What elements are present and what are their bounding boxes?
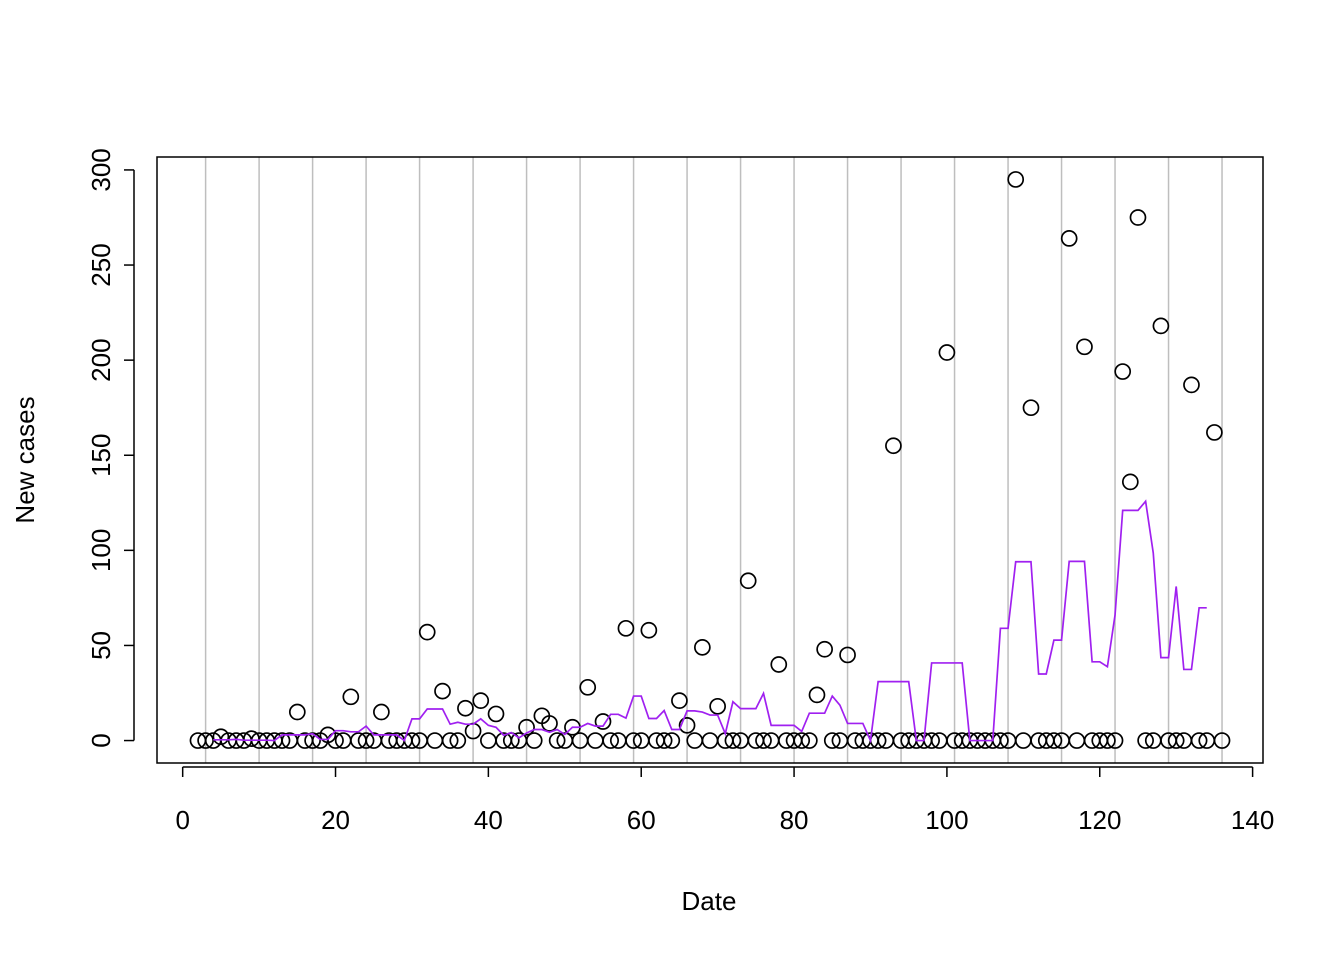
x-tick-label: 40 [474, 805, 503, 835]
point [625, 732, 642, 749]
point [212, 728, 230, 746]
point [1014, 732, 1032, 749]
point [1045, 732, 1063, 749]
point [1114, 363, 1132, 380]
point [655, 732, 673, 749]
point [808, 686, 826, 704]
point [816, 640, 833, 658]
point [1183, 376, 1200, 394]
point [885, 437, 902, 455]
point [1060, 230, 1078, 247]
point [518, 718, 535, 736]
point [678, 716, 696, 734]
point [617, 619, 635, 637]
point [709, 697, 726, 715]
point [357, 732, 375, 749]
point [487, 705, 505, 723]
x-axis-title: Date [682, 886, 737, 916]
point [1167, 732, 1185, 749]
point [1068, 732, 1086, 749]
point [839, 646, 856, 664]
point [701, 732, 719, 749]
point [1076, 338, 1093, 356]
point [739, 572, 757, 590]
point [1022, 399, 1040, 417]
point [548, 732, 566, 749]
point [594, 713, 612, 730]
point [1206, 424, 1223, 441]
point [1129, 209, 1147, 226]
y-tick-label: 100 [86, 529, 116, 572]
point [686, 732, 704, 749]
point [587, 732, 604, 749]
point [801, 732, 818, 749]
point [579, 678, 597, 696]
point [288, 703, 306, 721]
point [441, 732, 459, 749]
point [1190, 732, 1208, 749]
x-tick-label: 60 [627, 805, 656, 835]
point [671, 692, 688, 709]
point [449, 732, 467, 749]
point [373, 703, 390, 721]
point [755, 732, 772, 749]
point [602, 732, 619, 749]
point [457, 699, 474, 717]
point [472, 692, 490, 709]
point [640, 621, 658, 639]
y-tick-label: 0 [86, 733, 116, 747]
point [541, 715, 558, 732]
x-tick-label: 120 [1078, 805, 1121, 835]
point [525, 732, 543, 749]
point [663, 732, 681, 749]
point [823, 732, 841, 749]
y-axis-title: New cases [10, 396, 40, 523]
x-tick-label: 100 [925, 805, 968, 835]
y-tick-label: 300 [86, 148, 116, 191]
x-tick-label: 20 [321, 805, 350, 835]
point [1213, 732, 1231, 749]
point [197, 732, 214, 749]
point [342, 688, 360, 706]
x-tick-label: 80 [780, 805, 809, 835]
point [770, 656, 788, 673]
point [694, 639, 711, 656]
y-tick-label: 150 [86, 434, 116, 477]
point [1106, 732, 1124, 749]
point [793, 732, 811, 749]
point [418, 623, 436, 641]
point [327, 732, 344, 749]
point [1152, 317, 1170, 335]
y-tick-label: 200 [86, 338, 116, 381]
y-tick-label: 50 [86, 631, 116, 660]
point [1007, 171, 1025, 188]
x-tick-label: 140 [1231, 805, 1274, 835]
point [434, 682, 451, 700]
point [724, 732, 742, 749]
x-tick-label: 0 [175, 805, 189, 835]
point [938, 344, 956, 361]
trend-line [213, 499, 1207, 744]
point [1099, 732, 1116, 749]
point [480, 732, 497, 749]
point [1137, 732, 1154, 749]
point [1121, 473, 1139, 491]
y-tick-label: 250 [86, 243, 116, 286]
point [426, 732, 444, 749]
plot-frame [156, 156, 1264, 764]
